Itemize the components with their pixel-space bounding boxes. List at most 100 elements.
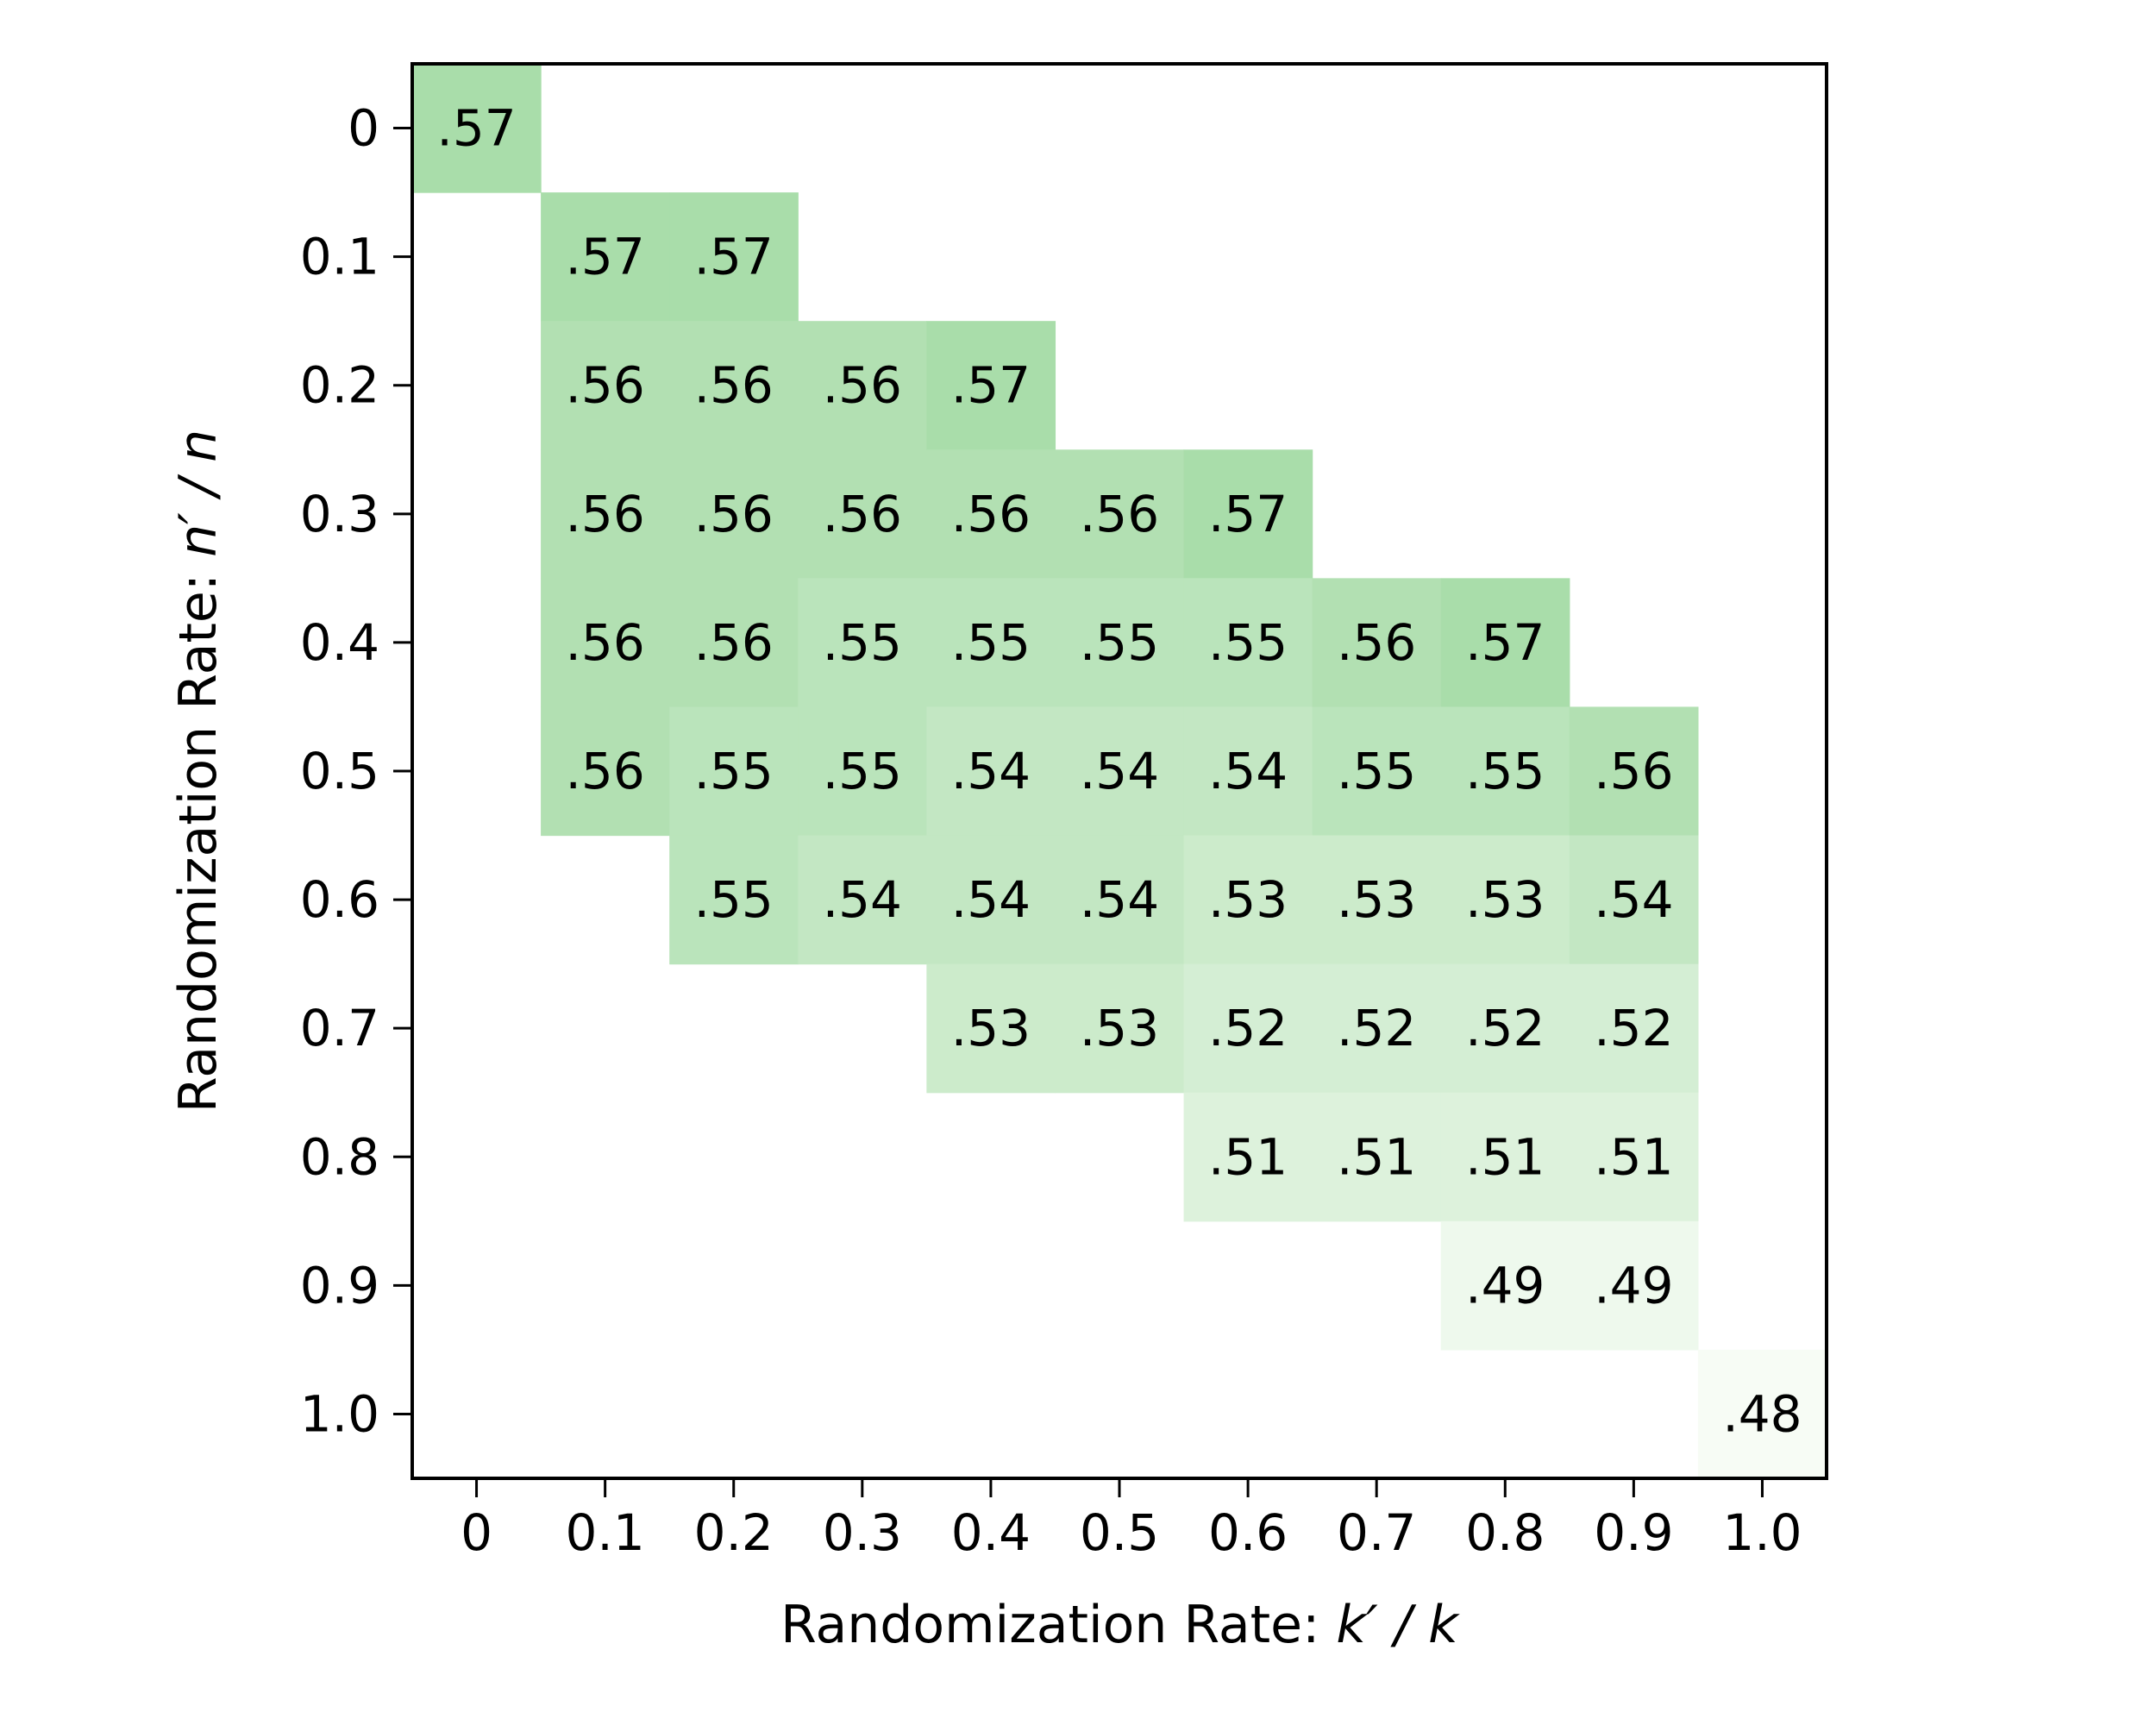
heatmap-cell [926,963,1056,1094]
heatmap-cell-label: .56 [951,485,1031,543]
x-tick-label: 0.4 [951,1503,1031,1562]
heatmap-cell-label: .54 [1594,870,1673,929]
heatmap-cell [926,578,1056,708]
y-axis-label-prefix: Randomization Rate: [168,557,229,1113]
heatmap-cell-label: .56 [566,613,645,672]
heatmap-cell-label: .55 [1465,742,1545,800]
y-tick-label: 0.1 [300,228,379,286]
heatmap-cell-label: .57 [951,356,1031,415]
y-tick-label: 0.5 [300,742,379,800]
x-tick-label: 0.3 [823,1503,902,1562]
heatmap-cell [412,64,542,193]
heatmap-cell [1183,835,1313,965]
heatmap-cell-label: .55 [823,742,902,800]
heatmap-cell-label: .53 [1080,999,1159,1057]
heatmap-cell-label: .52 [1594,999,1673,1057]
heatmap-cell-label: .55 [694,870,774,929]
heatmap-cell-label: .54 [1208,742,1288,800]
heatmap-cell-label: .54 [951,742,1031,800]
heatmap-cell-label: .56 [823,356,902,415]
heatmap-cell-label: .51 [1337,1127,1416,1186]
heatmap-cell [1312,835,1442,965]
heatmap-cell [1055,706,1185,837]
y-tick-label: 1.0 [300,1384,379,1443]
heatmap-cell-label: .54 [1080,870,1159,929]
x-tick-label: 1.0 [1722,1503,1802,1562]
heatmap-cell-label: .56 [1594,742,1673,800]
heatmap-cell [1569,706,1699,837]
x-axis-label: Randomization Rate: k′ / k [780,1595,1460,1655]
heatmap-cell [541,321,670,450]
heatmap-cell-label: .49 [1594,1256,1673,1314]
heatmap-cell-label: .57 [1465,613,1545,672]
x-tick-label: 0.6 [1208,1503,1288,1562]
heatmap-cell [541,192,670,322]
heatmap-cell [1440,1220,1570,1351]
heatmap-cell-label: .56 [566,742,645,800]
x-tick-label: 0.2 [694,1503,774,1562]
heatmap-cell [1183,1092,1313,1222]
heatmap-cell [1697,1349,1827,1479]
heatmap-cell [1440,963,1570,1094]
heatmap-cell [1569,1092,1699,1222]
heatmap-cell-label: .51 [1208,1127,1288,1186]
heatmap-cell [1183,706,1313,837]
heatmap-cell-label: .55 [694,742,774,800]
heatmap-cell [541,449,670,579]
heatmap-cell-label: .54 [823,870,902,929]
x-tick-label: 0.9 [1594,1503,1673,1562]
heatmap-cell [1440,1092,1570,1222]
heatmap-cell [1183,449,1313,579]
heatmap-cell-label: .52 [1465,999,1545,1057]
x-axis-label-math: k′ / k [1336,1595,1460,1655]
heatmap-cell-label: .53 [1465,870,1545,929]
y-tick-label: 0.8 [300,1127,379,1186]
heatmap-cell [669,706,799,837]
heatmap-cell [1055,578,1185,708]
heatmap-cell [1569,1220,1699,1351]
heatmap-cell [669,192,799,322]
heatmap-cell-label: .56 [566,485,645,543]
heatmap-cell [1440,835,1570,965]
heatmap-cell [798,706,927,837]
heatmap-cell [1312,963,1442,1094]
heatmap-cell [541,578,670,708]
x-tick-label: 0.1 [566,1503,645,1562]
y-tick-label: 0.3 [300,485,379,543]
heatmap-cell-label: .55 [951,613,1031,672]
x-tick-label: 0 [461,1503,492,1562]
heatmap-cell-label: .56 [694,356,774,415]
heatmap-cell [798,835,927,965]
heatmap-cell [669,835,799,965]
heatmap-cell [669,449,799,579]
heatmap-cell-label: .55 [1337,742,1416,800]
y-axis-label-math: n′ / n [168,430,229,557]
heatmap-cell-label: .57 [694,228,774,286]
heatmap-cell [798,578,927,708]
heatmap-cell-label: .48 [1722,1384,1802,1443]
heatmap-cell-label: .52 [1337,999,1416,1057]
y-tick-label: 0.4 [300,613,379,672]
heatmap-cell-label: .56 [823,485,902,543]
heatmap-cell [669,321,799,450]
heatmap-cell-label: .54 [951,870,1031,929]
heatmap-cell-label: .53 [951,999,1031,1057]
heatmap-cell-label: .56 [566,356,645,415]
y-tick-label: 0.6 [300,870,379,929]
heatmap-cell-labels: .57 .57 .57 .56 .56 .56 .57 .56 .56 .56 .56 .56 .57.… [436,99,1802,1444]
y-axis-label: Randomization Rate: n′ / n [168,430,229,1113]
heatmap-cell [798,449,927,579]
heatmap-cell-label: .56 [1337,613,1416,672]
heatmap-cell [1312,1092,1442,1222]
heatmap-cell [1440,706,1570,837]
heatmap-cell [541,706,670,837]
heatmap-cell [1183,578,1313,708]
heatmap-cells [412,64,1827,1479]
heatmap-cell-label: .53 [1337,870,1416,929]
heatmap-cell [1055,449,1185,579]
x-tick-label: 0.7 [1337,1503,1416,1562]
heatmap-cell [926,706,1056,837]
y-tick-label: 0.9 [300,1256,379,1314]
heatmap-cell [1312,578,1442,708]
